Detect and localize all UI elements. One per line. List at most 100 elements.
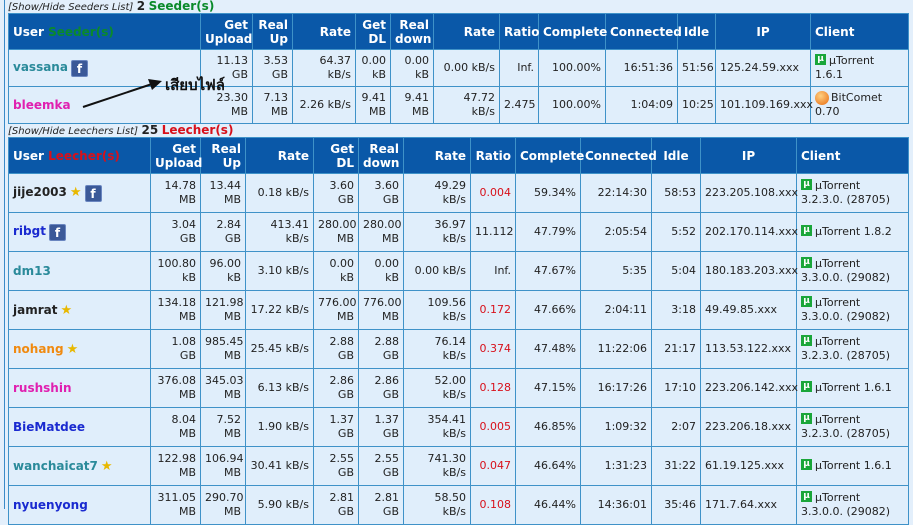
cell-connected: 2:04:11 (580, 290, 652, 330)
column-header-connected[interactable]: Connected (605, 13, 682, 50)
annotation-arrow-icon (82, 79, 162, 108)
column-header-client[interactable]: Client (810, 13, 909, 50)
cell-complete: 100.00% (538, 49, 606, 87)
value: 8.04 MB (171, 413, 197, 440)
username-link[interactable]: rushshin (13, 381, 72, 395)
column-header-user[interactable]: User Seeder(s) (8, 13, 201, 50)
column-header-idle[interactable]: Idle (677, 13, 716, 50)
column-label: Client (801, 148, 841, 163)
value: 21:17 (664, 342, 696, 355)
column-header-rate[interactable]: Rate (245, 137, 314, 174)
cell-user: wanchaicat7 ★ (8, 446, 151, 486)
cell-real-down: 1.37 GB (358, 407, 404, 447)
utorrent-icon: µ (801, 413, 812, 424)
column-header-client[interactable]: Client (796, 137, 909, 174)
facebook-icon[interactable]: f (84, 184, 102, 202)
seeders-caption: [Show/Hide Seeders List] 2 Seeder(s) (8, 0, 214, 14)
cell-rate2: 47.72 kB/s (433, 86, 500, 124)
username-link[interactable]: jije2003 (13, 184, 67, 199)
star-icon: ★ (60, 302, 73, 318)
column-header-get-dl[interactable]: Get DL (313, 137, 359, 174)
value: 58:53 (664, 186, 696, 199)
column-header-get-upload[interactable]: Get Upload (200, 13, 253, 50)
username-link[interactable]: nohang (13, 341, 64, 356)
column-label: Get DL (362, 17, 386, 46)
value: 30.41 kB/s (250, 459, 309, 472)
cell-user: jije2003 ★ f (8, 173, 151, 213)
facebook-icon[interactable]: f (70, 59, 88, 77)
column-label: Idle (663, 148, 689, 163)
value: 49.49.85.xxx (705, 303, 778, 316)
value: 2:05:54 (604, 225, 647, 238)
star-icon: ★ (66, 341, 79, 357)
column-header-get-dl[interactable]: Get DL (355, 13, 391, 50)
table-row: vassana f 11.13 GB 3.53 GB 64.37 kB/s 0.00 kB… (8, 49, 909, 87)
column-label: User (13, 24, 44, 39)
column-header-ratio[interactable]: Ratio (499, 13, 539, 50)
toggle-seeders-link[interactable]: [Show/Hide Seeders List] (8, 2, 134, 13)
leechers-caption: [Show/Hide Leechers List] 25 Leecher(s) (8, 124, 233, 138)
value: 64.37 kB/s (319, 54, 352, 81)
column-header-real-up[interactable]: Real Up (200, 137, 246, 174)
cell-get-dl: 776.00 MB (313, 290, 359, 330)
username-link[interactable]: nyuenyong (13, 498, 88, 512)
cell-connected: 1:09:32 (580, 407, 652, 447)
value: 14.78 MB (164, 179, 197, 206)
username-link[interactable]: dm13 (13, 264, 51, 278)
column-header-ip[interactable]: IP (700, 137, 797, 174)
value: 223.205.108.xxx (705, 186, 799, 199)
value: 2.26 kB/s (299, 98, 351, 111)
value: 23.30 MB (216, 91, 249, 118)
username-link[interactable]: vassana (13, 59, 68, 74)
column-header-real-down[interactable]: Real down (390, 13, 434, 50)
value: 3.60 GB (374, 179, 400, 206)
username-link[interactable]: bleemka (13, 98, 71, 112)
cell-connected: 11:22:06 (580, 329, 652, 369)
username-link[interactable]: ribgt (13, 223, 46, 238)
cell-client: µ µTorrent 3.2.3.0. (28705) (796, 173, 909, 213)
cell-rate2: 58.50 kB/s (403, 485, 471, 525)
value: 0.108 (479, 498, 512, 511)
column-header-user[interactable]: User Leecher(s) (8, 137, 151, 174)
star-icon: ★ (69, 184, 82, 200)
cell-connected: 22:14:30 (580, 173, 652, 213)
value: 2:07 (671, 420, 696, 433)
username-link[interactable]: jamrat (13, 302, 58, 317)
cell-complete: 47.79% (515, 212, 581, 252)
column-header-ip[interactable]: IP (715, 13, 811, 50)
cell-complete: 46.85% (515, 407, 581, 447)
column-header-complete[interactable]: Complete (538, 13, 607, 50)
column-header-ratio[interactable]: Ratio (470, 137, 516, 174)
cell-ip: 125.24.59.xxx (715, 49, 811, 87)
value: 3.60 GB (329, 179, 355, 206)
table-row: rushshin 376.08 MB 345.03 MB 6.13 kB/s 2.86 … (8, 368, 909, 408)
column-header-real-up[interactable]: Real Up (252, 13, 293, 50)
column-header-rate2[interactable]: Rate (403, 137, 471, 174)
username-link[interactable]: BieMatdee (13, 420, 86, 434)
table-row: dm13 100.80 kB 96.00 kB 3.10 kB/s 0.00 kB 0.0… (8, 251, 909, 291)
facebook-icon[interactable]: f (48, 223, 66, 241)
cell-client: µ µTorrent 3.3.0.0. (29082) (796, 251, 909, 291)
value: 22:14:30 (597, 186, 647, 199)
cell-real-down: 0.00 kB (358, 251, 404, 291)
value: 376.08 MB (157, 374, 197, 401)
column-header-rate[interactable]: Rate (292, 13, 356, 50)
utorrent-icon: µ (801, 491, 812, 502)
cell-rate: 5.90 kB/s (245, 485, 314, 525)
cell-rate2: 36.97 kB/s (403, 212, 471, 252)
value: 0.00 kB/s (414, 264, 466, 277)
value: 776.00 MB (363, 296, 402, 323)
username-link[interactable]: wanchaicat7 (13, 458, 98, 473)
value: 1.37 GB (329, 413, 355, 440)
value: 0.047 (479, 459, 512, 472)
value: 3.04 GB (171, 218, 197, 245)
toggle-leechers-link[interactable]: [Show/Hide Leechers List] (8, 126, 138, 137)
column-header-complete[interactable]: Complete (515, 137, 584, 174)
column-header-get-upload[interactable]: Get Upload (150, 137, 202, 174)
value: 0.00 kB/s (443, 61, 495, 74)
client-name: µTorrent 3.3.0.0. (29082) (801, 257, 891, 284)
column-header-real-down[interactable]: Real down (358, 137, 404, 174)
column-header-idle[interactable]: Idle (651, 137, 701, 174)
column-header-connected[interactable]: Connected (580, 137, 657, 174)
column-header-rate2[interactable]: Rate (433, 13, 500, 50)
